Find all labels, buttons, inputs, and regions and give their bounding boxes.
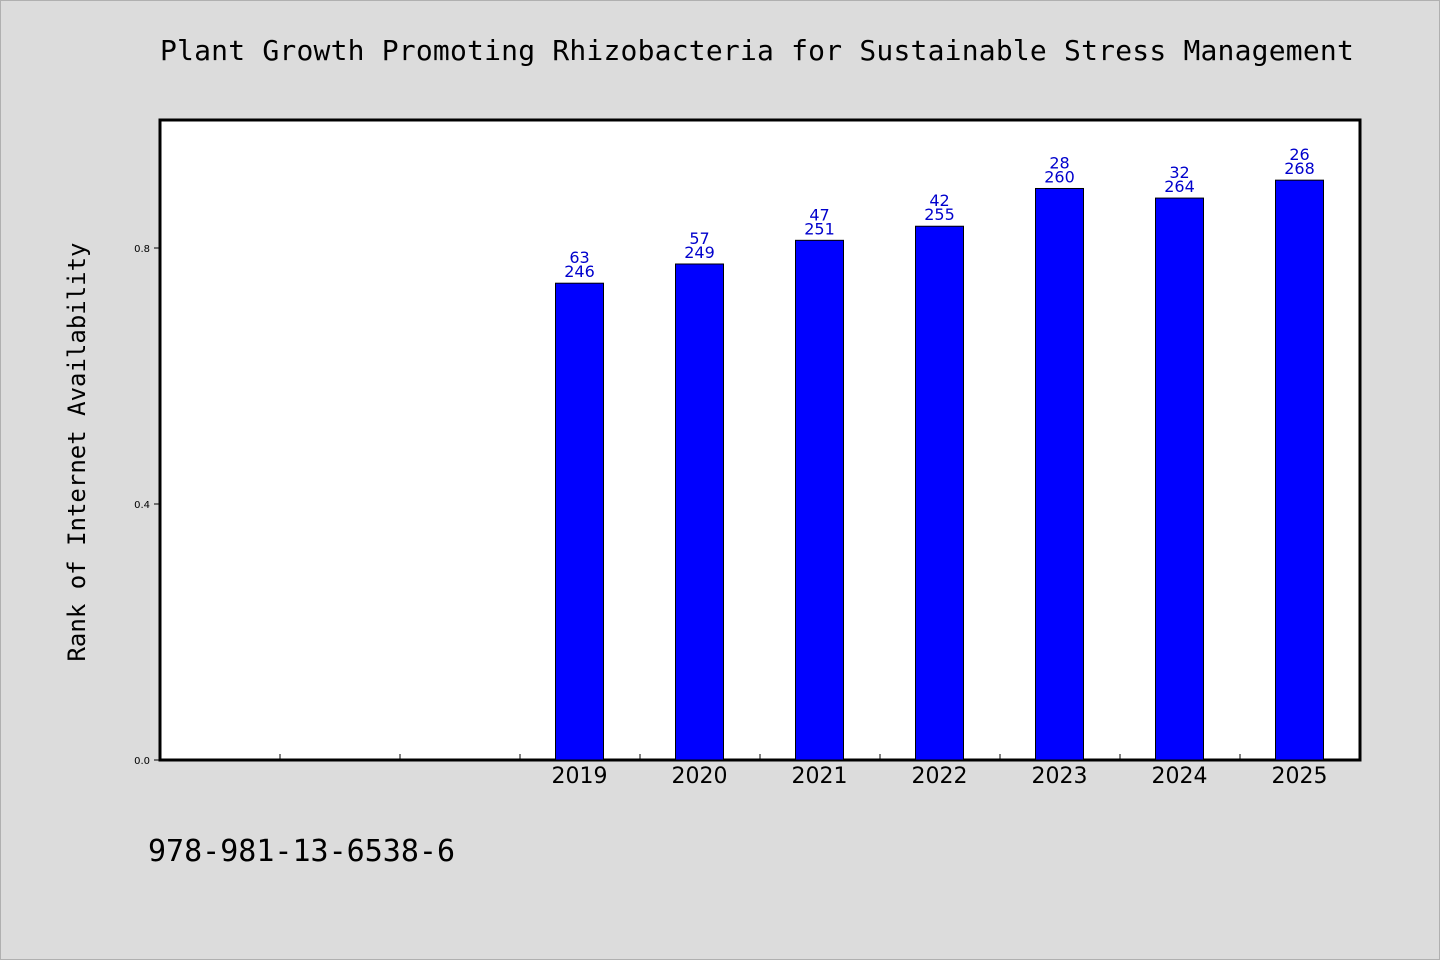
bar <box>675 263 724 761</box>
x-tick-label: 2020 <box>672 764 728 789</box>
bar-label-top: 32 <box>1169 163 1189 182</box>
bar-label-bottom: 251 <box>804 219 835 238</box>
bar-label-bottom: 260 <box>1044 167 1075 186</box>
bar-label-top: 47 <box>809 205 829 224</box>
y-tick-label: 0.8 <box>134 244 150 255</box>
bar <box>555 282 604 761</box>
bar-label-top: 42 <box>929 191 949 210</box>
bar-label-top: 28 <box>1049 153 1069 172</box>
y-tick-label: 0.4 <box>134 500 150 511</box>
isbn-text: 978-981-13-6538-6 <box>148 834 456 869</box>
bar-label-top: 26 <box>1289 145 1309 164</box>
bar-label-bottom: 264 <box>1164 177 1195 196</box>
x-tick-label: 2023 <box>1032 764 1088 789</box>
bar-label-top: 63 <box>569 248 589 267</box>
bar <box>795 239 844 761</box>
bar-label-top: 57 <box>689 229 709 248</box>
bar <box>1155 197 1204 761</box>
chart-title: Plant Growth Promoting Rhizobacteria for… <box>160 34 1355 67</box>
bar <box>1275 179 1324 761</box>
x-tick-label: 2024 <box>1152 764 1208 789</box>
bar-label-bottom: 268 <box>1284 159 1315 178</box>
bar-label-bottom: 246 <box>564 262 595 281</box>
y-tick-label: 0.0 <box>134 756 150 767</box>
x-tick-label: 2021 <box>792 764 848 789</box>
bar <box>915 225 964 761</box>
x-tick-label: 2019 <box>552 764 608 789</box>
bar-label-bottom: 249 <box>684 243 715 262</box>
x-tick-label: 2022 <box>912 764 968 789</box>
bar <box>1035 187 1084 761</box>
x-tick-label: 2025 <box>1272 764 1328 789</box>
bar-label-bottom: 255 <box>924 205 955 224</box>
